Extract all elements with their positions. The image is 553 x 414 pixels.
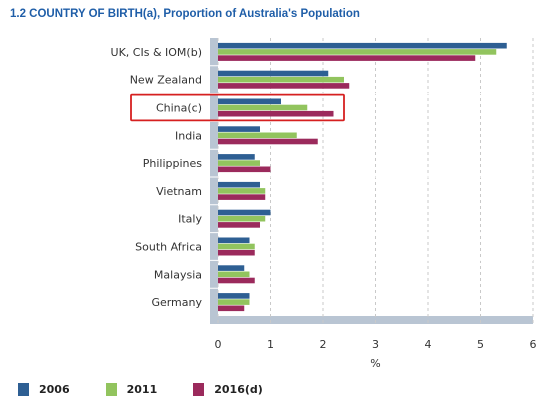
legend-label: 2011 [126,383,158,396]
bar-2016d [218,83,350,89]
category-label: Vietnam [156,185,202,198]
x-tick-label: 6 [530,338,537,351]
category-label: Germany [151,296,202,309]
legend-label: 2006 [39,383,70,396]
category-label: South Africa [135,241,202,254]
x-tick-label: 1 [267,338,274,351]
bar-2011 [218,271,250,278]
legend-item: 2016(d) [193,383,263,396]
bar-2006 [218,126,260,132]
bar-2011 [218,243,255,250]
bar-2006 [218,181,260,188]
bar-2011 [218,188,266,194]
bar-2006 [218,265,245,271]
x-tick-label: 4 [425,338,432,351]
x-tick-label: 0 [215,338,222,351]
legend-swatch [193,383,205,396]
category-label: Italy [178,213,202,226]
bar-2016d [218,222,260,228]
bar-2011 [218,299,250,305]
legend-swatch [18,383,29,396]
category-label: UK, CIs & IOM(b) [111,46,202,59]
bar-2006 [218,237,250,244]
bar-2011 [218,132,297,139]
bar-2006 [218,42,507,49]
bar-2011 [218,160,260,166]
chart-legend: 2006 2011 2016(d) [18,383,299,396]
bar-2016d [218,249,255,256]
value-axis-strip [210,316,533,324]
category-label: China(c) [156,102,202,115]
bar-2016d [218,55,476,61]
chart-title: 1.2 COUNTRY OF BIRTH(a), Proportion of A… [10,8,360,20]
bar-2006 [218,293,250,299]
x-tick-label: 2 [320,338,327,351]
bar-2011 [218,215,266,222]
bar-2006 [218,154,255,160]
legend-item: 2011 [105,383,158,396]
bar-2006 [218,98,281,105]
category-label: Philippines [143,157,203,170]
category-label: India [175,129,202,142]
bar-2006 [218,70,329,77]
x-axis-label: % [370,357,380,370]
bar-2016d [218,110,334,117]
bar-2011 [218,49,497,55]
bar-2011 [218,104,308,111]
category-label: New Zealand [130,74,202,87]
category-label: Malaysia [154,268,202,281]
x-tick-label: 3 [372,338,379,351]
x-tick-label: 5 [477,338,484,351]
legend-item: 2006 [18,383,70,396]
category-axis-strip [210,38,218,324]
bar-2016d [218,138,318,145]
bar-2016d [218,166,271,173]
bar-2011 [218,76,344,83]
legend-label: 2016(d) [214,383,263,396]
legend-swatch [105,383,117,396]
bar-2006 [218,209,271,216]
highlight-box [130,93,345,122]
bar-2016d [218,277,255,284]
bar-2016d [218,305,245,312]
bar-2016d [218,194,266,200]
